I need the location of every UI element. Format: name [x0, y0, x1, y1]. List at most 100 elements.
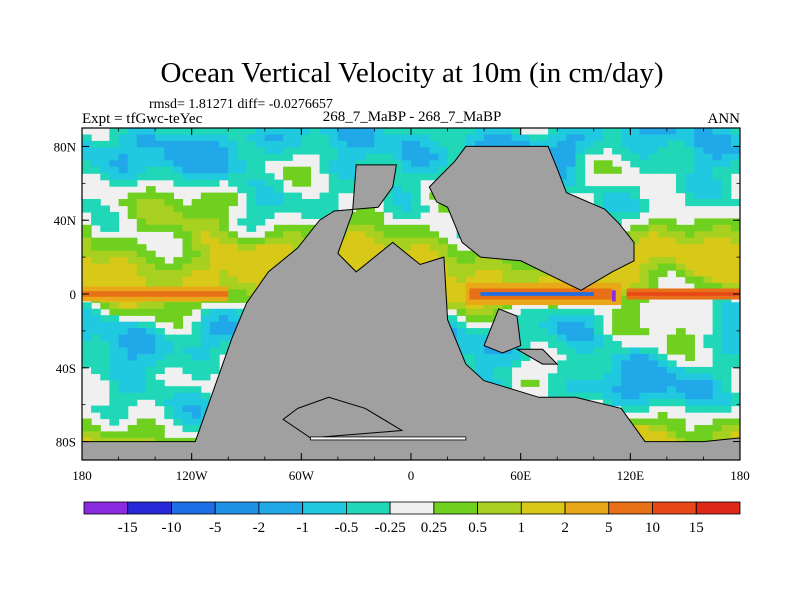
field-cell — [91, 237, 101, 245]
chart-title: Ocean Vertical Velocity at 10m (in cm/da… — [160, 57, 663, 89]
field-cell — [730, 224, 740, 232]
field-cell — [155, 302, 165, 310]
field-cell — [566, 373, 577, 381]
field-cell — [584, 334, 595, 342]
field-cell — [164, 353, 174, 361]
field-cell — [246, 237, 257, 245]
field-cell — [685, 244, 695, 252]
field-cell — [447, 128, 458, 136]
field-cell — [520, 341, 531, 349]
field-cell — [91, 166, 101, 174]
field-cell — [484, 366, 494, 374]
field-cell — [575, 173, 586, 181]
field-cell — [465, 257, 476, 265]
field-cell — [209, 341, 220, 349]
field-cell — [328, 160, 339, 168]
field-cell — [191, 347, 202, 355]
field-cell — [127, 173, 138, 181]
field-cell — [146, 134, 156, 142]
field-cell — [630, 418, 640, 426]
field-cell — [712, 405, 723, 413]
field-cell — [146, 186, 156, 194]
field-cell — [127, 328, 138, 336]
field-cell — [82, 140, 92, 148]
field-cell — [575, 360, 586, 368]
field-cell — [109, 257, 120, 265]
field-cell — [164, 218, 174, 226]
field-cell — [209, 244, 220, 252]
colorbar-label: 15 — [689, 520, 704, 536]
field-cell — [283, 250, 293, 258]
field-cell — [292, 192, 302, 200]
field-cell — [502, 128, 513, 136]
field-cell — [730, 166, 740, 174]
field-cell — [91, 425, 101, 433]
ice-shelf-edge — [310, 436, 467, 441]
field-cell — [721, 166, 732, 174]
field-cell — [411, 147, 421, 155]
field-cell — [529, 334, 540, 342]
field-cell — [529, 270, 540, 278]
field-cell — [365, 160, 375, 168]
field-cell — [118, 160, 129, 168]
field-cell — [246, 166, 257, 174]
field-cell — [438, 128, 449, 136]
field-cell — [118, 276, 129, 284]
field-cell — [484, 257, 494, 265]
field-cell — [392, 224, 403, 232]
field-cell — [575, 186, 586, 194]
field-cell — [420, 153, 430, 161]
field-cell — [273, 244, 284, 252]
field-cell — [283, 237, 293, 245]
field-cell — [621, 295, 631, 303]
field-cell — [146, 160, 156, 168]
colorbar-swatch — [695, 501, 741, 515]
field-cell — [82, 231, 92, 239]
field-cell — [639, 244, 650, 252]
field-cell — [200, 347, 211, 355]
field-cell — [155, 257, 165, 265]
field-cell — [712, 360, 723, 368]
field-cell — [347, 244, 357, 252]
field-cell — [328, 192, 339, 200]
field-cell — [484, 276, 494, 284]
field-cell — [593, 186, 604, 194]
field-cell — [228, 289, 238, 297]
field-cell — [630, 308, 640, 316]
field-cell — [612, 270, 622, 278]
field-cell — [91, 405, 101, 413]
field-cell — [191, 386, 202, 394]
field-cell — [292, 147, 302, 155]
field-cell — [136, 379, 147, 387]
colorbar-swatch — [345, 501, 391, 515]
field-cell — [602, 366, 613, 374]
field-cell — [456, 321, 467, 329]
field-cell — [246, 282, 257, 290]
field-cell — [109, 179, 120, 187]
field-cell — [429, 237, 439, 245]
field-cell — [191, 140, 202, 148]
field-cell — [438, 134, 449, 142]
field-cell — [164, 128, 174, 136]
field-cell — [219, 160, 229, 168]
field-cell — [310, 140, 321, 148]
field-cell — [730, 140, 740, 148]
field-cell — [173, 308, 184, 316]
field-cell — [411, 160, 421, 168]
field-cell — [721, 153, 732, 161]
field-cell — [493, 373, 503, 381]
field-cell — [639, 379, 650, 387]
field-cell — [703, 199, 714, 207]
field-cell — [246, 257, 257, 265]
field-cell — [630, 192, 640, 200]
field-cell — [593, 321, 604, 329]
field-cell — [383, 231, 394, 239]
field-cell — [401, 244, 412, 252]
field-cell — [666, 431, 677, 439]
field-cell — [657, 392, 668, 400]
field-cell — [100, 237, 110, 245]
field-cell — [255, 179, 266, 187]
field-cell — [502, 379, 513, 387]
field-cell — [694, 186, 704, 194]
